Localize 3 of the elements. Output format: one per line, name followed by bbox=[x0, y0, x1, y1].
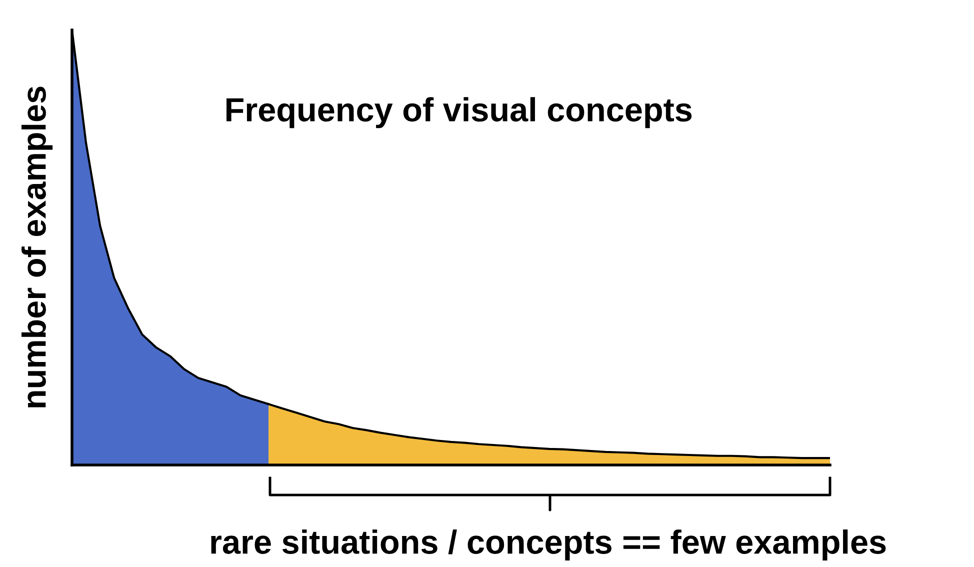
text: rare situations / concepts == few examples bbox=[211, 529, 886, 561]
y-axis-title: number of examples bbox=[21, 86, 53, 408]
text: Frequency of visual concepts bbox=[226, 97, 692, 128]
